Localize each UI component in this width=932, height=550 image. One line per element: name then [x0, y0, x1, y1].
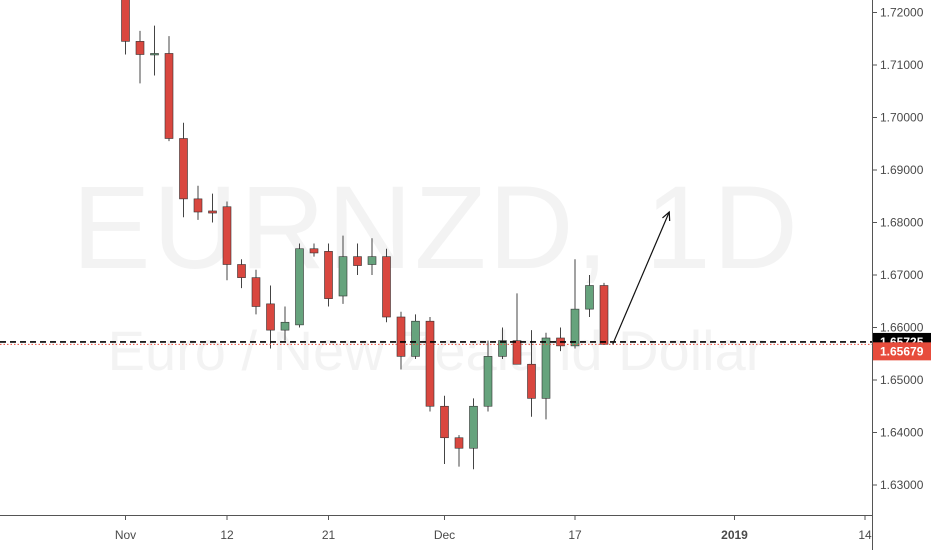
- y-tick-label: 1.64000: [880, 426, 924, 440]
- candle-body[interactable]: [121, 0, 130, 42]
- candle-body[interactable]: [512, 340, 522, 365]
- levels-layer: [0, 341, 872, 345]
- y-tick-label: 1.65000: [880, 373, 924, 387]
- candle-body[interactable]: [541, 337, 551, 399]
- x-tick-label: 14: [858, 528, 872, 542]
- watermark-description: Euro / New Zealand Dollar: [107, 319, 765, 382]
- candle-body[interactable]: [440, 405, 449, 439]
- candle: [556, 327, 565, 352]
- candle-body[interactable]: [382, 256, 391, 318]
- candle: [309, 243, 319, 257]
- candle-body[interactable]: [164, 53, 174, 139]
- candle: [324, 243, 333, 307]
- annotations-layer: [612, 210, 671, 345]
- candle: [164, 36, 174, 142]
- candle: [440, 395, 449, 464]
- candle-body[interactable]: [411, 320, 420, 357]
- candle: [280, 306, 290, 341]
- candle: [222, 201, 232, 281]
- candle: [585, 275, 594, 317]
- y-tick-label: 1.63000: [880, 478, 924, 492]
- y-tick-label: 1.69000: [880, 163, 924, 177]
- candle: [193, 185, 203, 220]
- candle-body[interactable]: [338, 256, 348, 297]
- candle-body[interactable]: [454, 437, 464, 449]
- candle-body[interactable]: [208, 210, 217, 214]
- current-price-badge: 1.65679: [873, 342, 931, 361]
- y-tick-label: 1.66000: [880, 321, 924, 335]
- candle-body[interactable]: [599, 285, 609, 345]
- candle-body[interactable]: [585, 285, 594, 310]
- candle: [295, 243, 304, 328]
- x-tick-label: 17: [568, 528, 582, 542]
- x-tick-label: Dec: [434, 528, 455, 542]
- candle-body[interactable]: [251, 277, 261, 307]
- candle: [454, 435, 464, 467]
- y-tick-label: 1.67000: [880, 268, 924, 282]
- current-price-badge-bg: [873, 342, 931, 361]
- x-tick-label: Nov: [115, 528, 136, 542]
- candle-body[interactable]: [570, 308, 580, 347]
- candle-body[interactable]: [179, 138, 188, 200]
- candle-body[interactable]: [237, 264, 246, 278]
- x-tick-label: 21: [322, 528, 336, 542]
- candle-body[interactable]: [396, 316, 406, 357]
- candle-body[interactable]: [309, 248, 319, 254]
- trend-arrow-head: [662, 210, 671, 222]
- candle: [367, 238, 377, 275]
- y-tick-label: 1.71000: [880, 58, 924, 72]
- candle-body[interactable]: [353, 256, 362, 266]
- candle-body[interactable]: [295, 248, 304, 326]
- candle: [353, 243, 362, 275]
- candle: [179, 122, 188, 218]
- candle: [570, 259, 580, 349]
- candle-body[interactable]: [483, 356, 493, 407]
- candle-body[interactable]: [135, 41, 145, 55]
- candle: [411, 314, 420, 359]
- candle: [251, 269, 261, 315]
- candle: [425, 317, 435, 412]
- candle: [237, 259, 246, 289]
- x-tick-label: 2019: [721, 528, 748, 542]
- candle: [150, 25, 159, 76]
- candle-body[interactable]: [266, 303, 275, 331]
- candle-body[interactable]: [324, 251, 333, 299]
- y-tick-label: 1.72000: [880, 6, 924, 20]
- candle: [338, 235, 348, 304]
- candle-body[interactable]: [280, 321, 290, 331]
- candles-layer: [121, 0, 609, 470]
- current-price-badge-label: 1.65679: [880, 344, 924, 358]
- candle-body[interactable]: [367, 256, 377, 265]
- trend-arrow-line[interactable]: [612, 211, 670, 345]
- y-tick-label: 1.70000: [880, 111, 924, 125]
- candle: [483, 340, 493, 412]
- candle: [541, 332, 551, 420]
- x-tick-label: 12: [220, 528, 234, 542]
- candle: [498, 327, 507, 359]
- candle: [135, 30, 145, 84]
- watermark-symbol: EURNZD, 1D: [71, 162, 801, 294]
- candle-body[interactable]: [425, 320, 435, 407]
- candle: [512, 293, 522, 365]
- candle: [469, 398, 478, 470]
- candle: [121, 0, 130, 55]
- candle-body[interactable]: [150, 53, 159, 56]
- candle: [527, 330, 536, 417]
- candle-body[interactable]: [193, 198, 203, 213]
- candle-body[interactable]: [527, 363, 536, 399]
- candle: [208, 193, 217, 223]
- candle-body[interactable]: [469, 405, 478, 449]
- candle-body[interactable]: [222, 206, 232, 265]
- candle: [382, 248, 391, 323]
- candle: [266, 285, 275, 349]
- candle: [599, 282, 609, 345]
- candle: [396, 311, 406, 370]
- candle-body[interactable]: [498, 340, 507, 357]
- y-tick-label: 1.68000: [880, 216, 924, 230]
